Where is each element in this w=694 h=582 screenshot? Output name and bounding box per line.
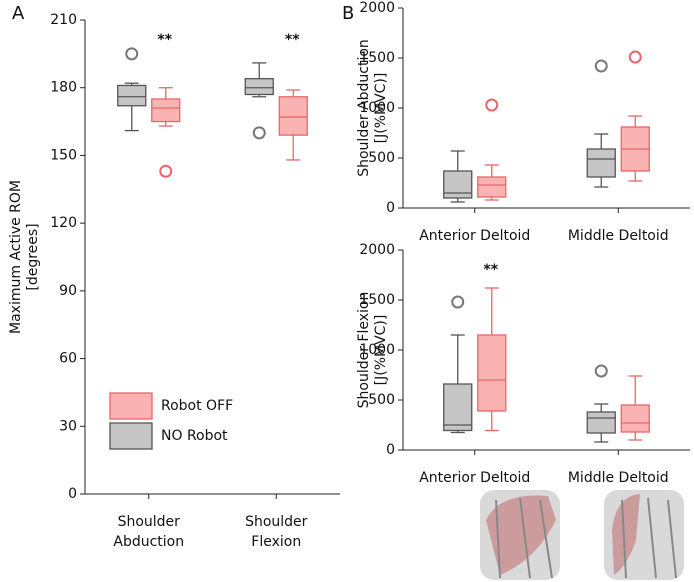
y-tick-label: 0 — [68, 486, 77, 502]
box — [151, 98, 181, 123]
box — [443, 383, 473, 432]
x-tick-label: Shoulder — [245, 514, 308, 530]
y-tick-label: 500 — [368, 150, 395, 166]
x-tick-label: Abduction — [113, 534, 184, 550]
x-tick-label: Middle Deltoid — [568, 470, 669, 486]
legend-swatch — [109, 422, 153, 450]
x-tick-label: Middle Deltoid — [568, 228, 669, 244]
y-axis-label: [J(%MVC)] — [373, 73, 389, 144]
significance-label: ** — [285, 32, 300, 48]
box — [278, 96, 308, 136]
x-tick-label: Shoulder — [118, 514, 181, 530]
y-tick-label: 1500 — [359, 50, 395, 66]
y-tick-label: 180 — [50, 80, 77, 96]
legend-swatch — [109, 392, 153, 420]
box — [244, 78, 274, 96]
x-tick-label: Flexion — [251, 534, 301, 550]
box — [586, 148, 616, 178]
y-axis-label: [J(%MVC)] — [373, 315, 389, 386]
y-tick-label: 1000 — [359, 342, 395, 358]
muscle-illustration — [480, 490, 684, 580]
y-tick-label: 120 — [50, 215, 77, 231]
y-tick-label: 60 — [59, 351, 77, 367]
y-tick-label: 500 — [368, 392, 395, 408]
x-tick-label: Anterior Deltoid — [419, 228, 530, 244]
y-axis-label: [degrees] — [25, 223, 41, 290]
panel-label: A — [12, 3, 25, 24]
y-tick-label: 2000 — [359, 242, 395, 258]
y-axis-label: Shoulder Abduction — [356, 39, 372, 177]
significance-label: ** — [157, 32, 172, 48]
y-tick-label: 210 — [50, 12, 77, 28]
box — [117, 84, 147, 107]
box — [620, 404, 650, 433]
box — [477, 176, 507, 198]
legend-label: NO Robot — [161, 428, 228, 444]
legend-label: Robot OFF — [161, 398, 233, 414]
outlier — [252, 126, 266, 140]
outlier — [125, 47, 139, 61]
y-tick-label: 0 — [386, 200, 395, 216]
box — [477, 334, 507, 412]
significance-label: ** — [483, 262, 498, 278]
y-tick-label: 90 — [59, 283, 77, 299]
outlier — [594, 59, 608, 73]
y-tick-label: 1500 — [359, 292, 395, 308]
panel-label: B — [342, 3, 354, 24]
outlier — [485, 98, 499, 112]
x-tick-label: Anterior Deltoid — [419, 470, 530, 486]
y-tick-label: 0 — [386, 442, 395, 458]
box — [586, 411, 616, 434]
y-axis-label: Shoulder Flexion — [356, 292, 372, 409]
y-tick-label: 150 — [50, 147, 77, 163]
outlier — [594, 364, 608, 378]
outlier — [159, 164, 173, 178]
outlier — [628, 50, 642, 64]
y-tick-label: 2000 — [359, 0, 395, 16]
y-tick-label: 30 — [59, 418, 77, 434]
box — [443, 170, 473, 199]
outlier — [451, 295, 465, 309]
y-tick-label: 1000 — [359, 100, 395, 116]
y-axis-label: Maximum Active ROM — [8, 180, 24, 334]
